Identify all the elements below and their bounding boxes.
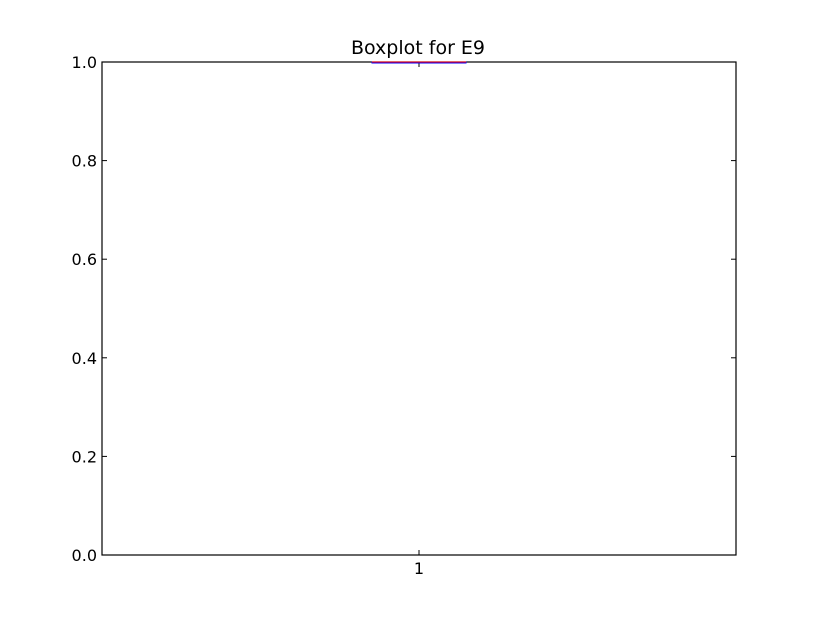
y-tick-label: 0.0 [72, 546, 97, 565]
x-axis: 1 [414, 62, 424, 578]
chart-title: Boxplot for E9 [351, 37, 485, 59]
y-tick-label: 0.2 [72, 447, 97, 466]
y-tick-label: 1.0 [72, 53, 97, 72]
plot-frame [101, 61, 737, 556]
y-axis: 0.0 0.2 0.4 0.6 0.8 1.0 [72, 53, 736, 565]
x-tick-label: 1 [414, 559, 424, 578]
y-tick-label: 0.4 [72, 349, 97, 368]
box-series [371, 61, 467, 64]
y-tick-label: 0.8 [72, 152, 97, 171]
y-tick-label: 0.6 [72, 250, 97, 269]
